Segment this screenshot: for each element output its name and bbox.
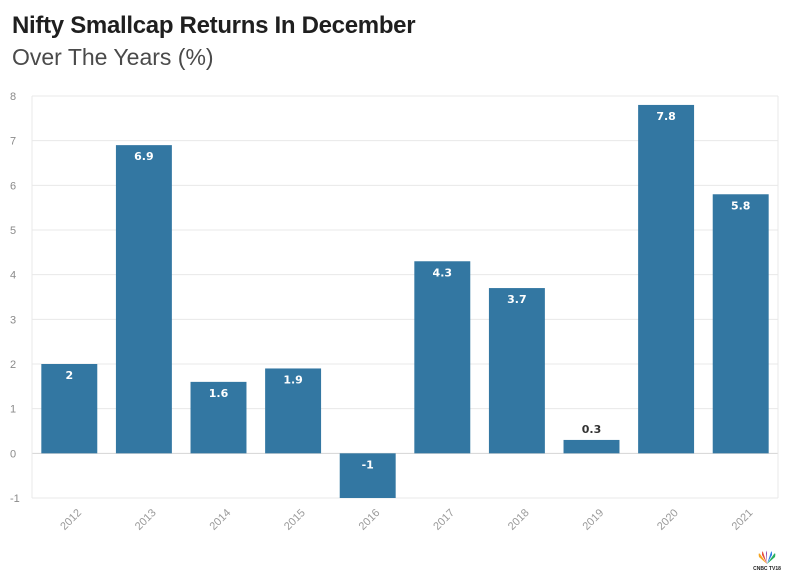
y-tick-label: 8: [10, 91, 16, 103]
bar-2017: [414, 261, 471, 454]
y-tick-label: 0: [10, 448, 16, 460]
y-tick-label: 7: [10, 136, 16, 148]
y-tick-label: -1: [10, 493, 20, 505]
data-label-2021: 5.8: [731, 199, 751, 212]
bar-2016: [339, 453, 396, 498]
logo-text: CNBC TV18: [753, 566, 781, 572]
peacock-logo-icon: CNBC TV18: [753, 550, 781, 572]
chart-subtitle: Over The Years (%): [12, 44, 214, 70]
y-tick-label: 3: [10, 314, 16, 326]
data-label-2012: 2: [65, 369, 73, 382]
x-tick-label: 2015: [282, 507, 308, 533]
data-label-2016: -1: [362, 458, 374, 471]
x-tick-label: 2020: [655, 507, 681, 533]
data-label-2015: 1.9: [283, 373, 303, 386]
bar-2014: [190, 381, 247, 454]
x-tick-label: 2017: [431, 507, 457, 533]
y-tick-label: 6: [10, 180, 16, 192]
x-tick-label: 2013: [133, 507, 159, 533]
y-tick-label: 1: [10, 404, 16, 416]
data-label-2013: 6.9: [134, 150, 154, 163]
bar-2012: [41, 364, 98, 454]
y-axis: -1 0 1 2 3 4 5 6 7 8: [10, 91, 20, 505]
bars: [41, 104, 769, 498]
data-label-2018: 3.7: [507, 293, 527, 306]
bar-2020: [638, 104, 695, 454]
x-tick-label: 2021: [730, 507, 756, 533]
x-tick-label: 2019: [580, 507, 606, 533]
x-axis: 2012 2013 2014 2015 2016 2017 2018 2019 2020 2021: [58, 507, 755, 533]
data-labels: 2 6.9 1.6 1.9 -1 4.3 3.7 0.3 7.8 5.8: [65, 110, 750, 471]
x-tick-label: 2012: [58, 507, 84, 533]
bar-2019: [563, 439, 620, 454]
y-tick-label: 2: [10, 359, 16, 371]
bar-2018: [488, 288, 545, 454]
x-tick-label: 2018: [506, 507, 532, 533]
x-tick-label: 2016: [357, 507, 383, 533]
data-label-2017: 4.3: [433, 266, 453, 279]
data-label-2014: 1.6: [209, 387, 229, 400]
data-label-2020: 7.8: [656, 110, 676, 123]
x-tick-label: 2014: [207, 507, 233, 533]
y-tick-label: 4: [10, 270, 16, 282]
bar-2021: [712, 194, 769, 454]
chart-title: Nifty Smallcap Returns In December: [12, 12, 416, 39]
y-tick-label: 5: [10, 225, 16, 237]
bar-2013: [115, 145, 172, 454]
bar-2015: [265, 368, 322, 454]
data-label-2019: 0.3: [582, 423, 602, 436]
